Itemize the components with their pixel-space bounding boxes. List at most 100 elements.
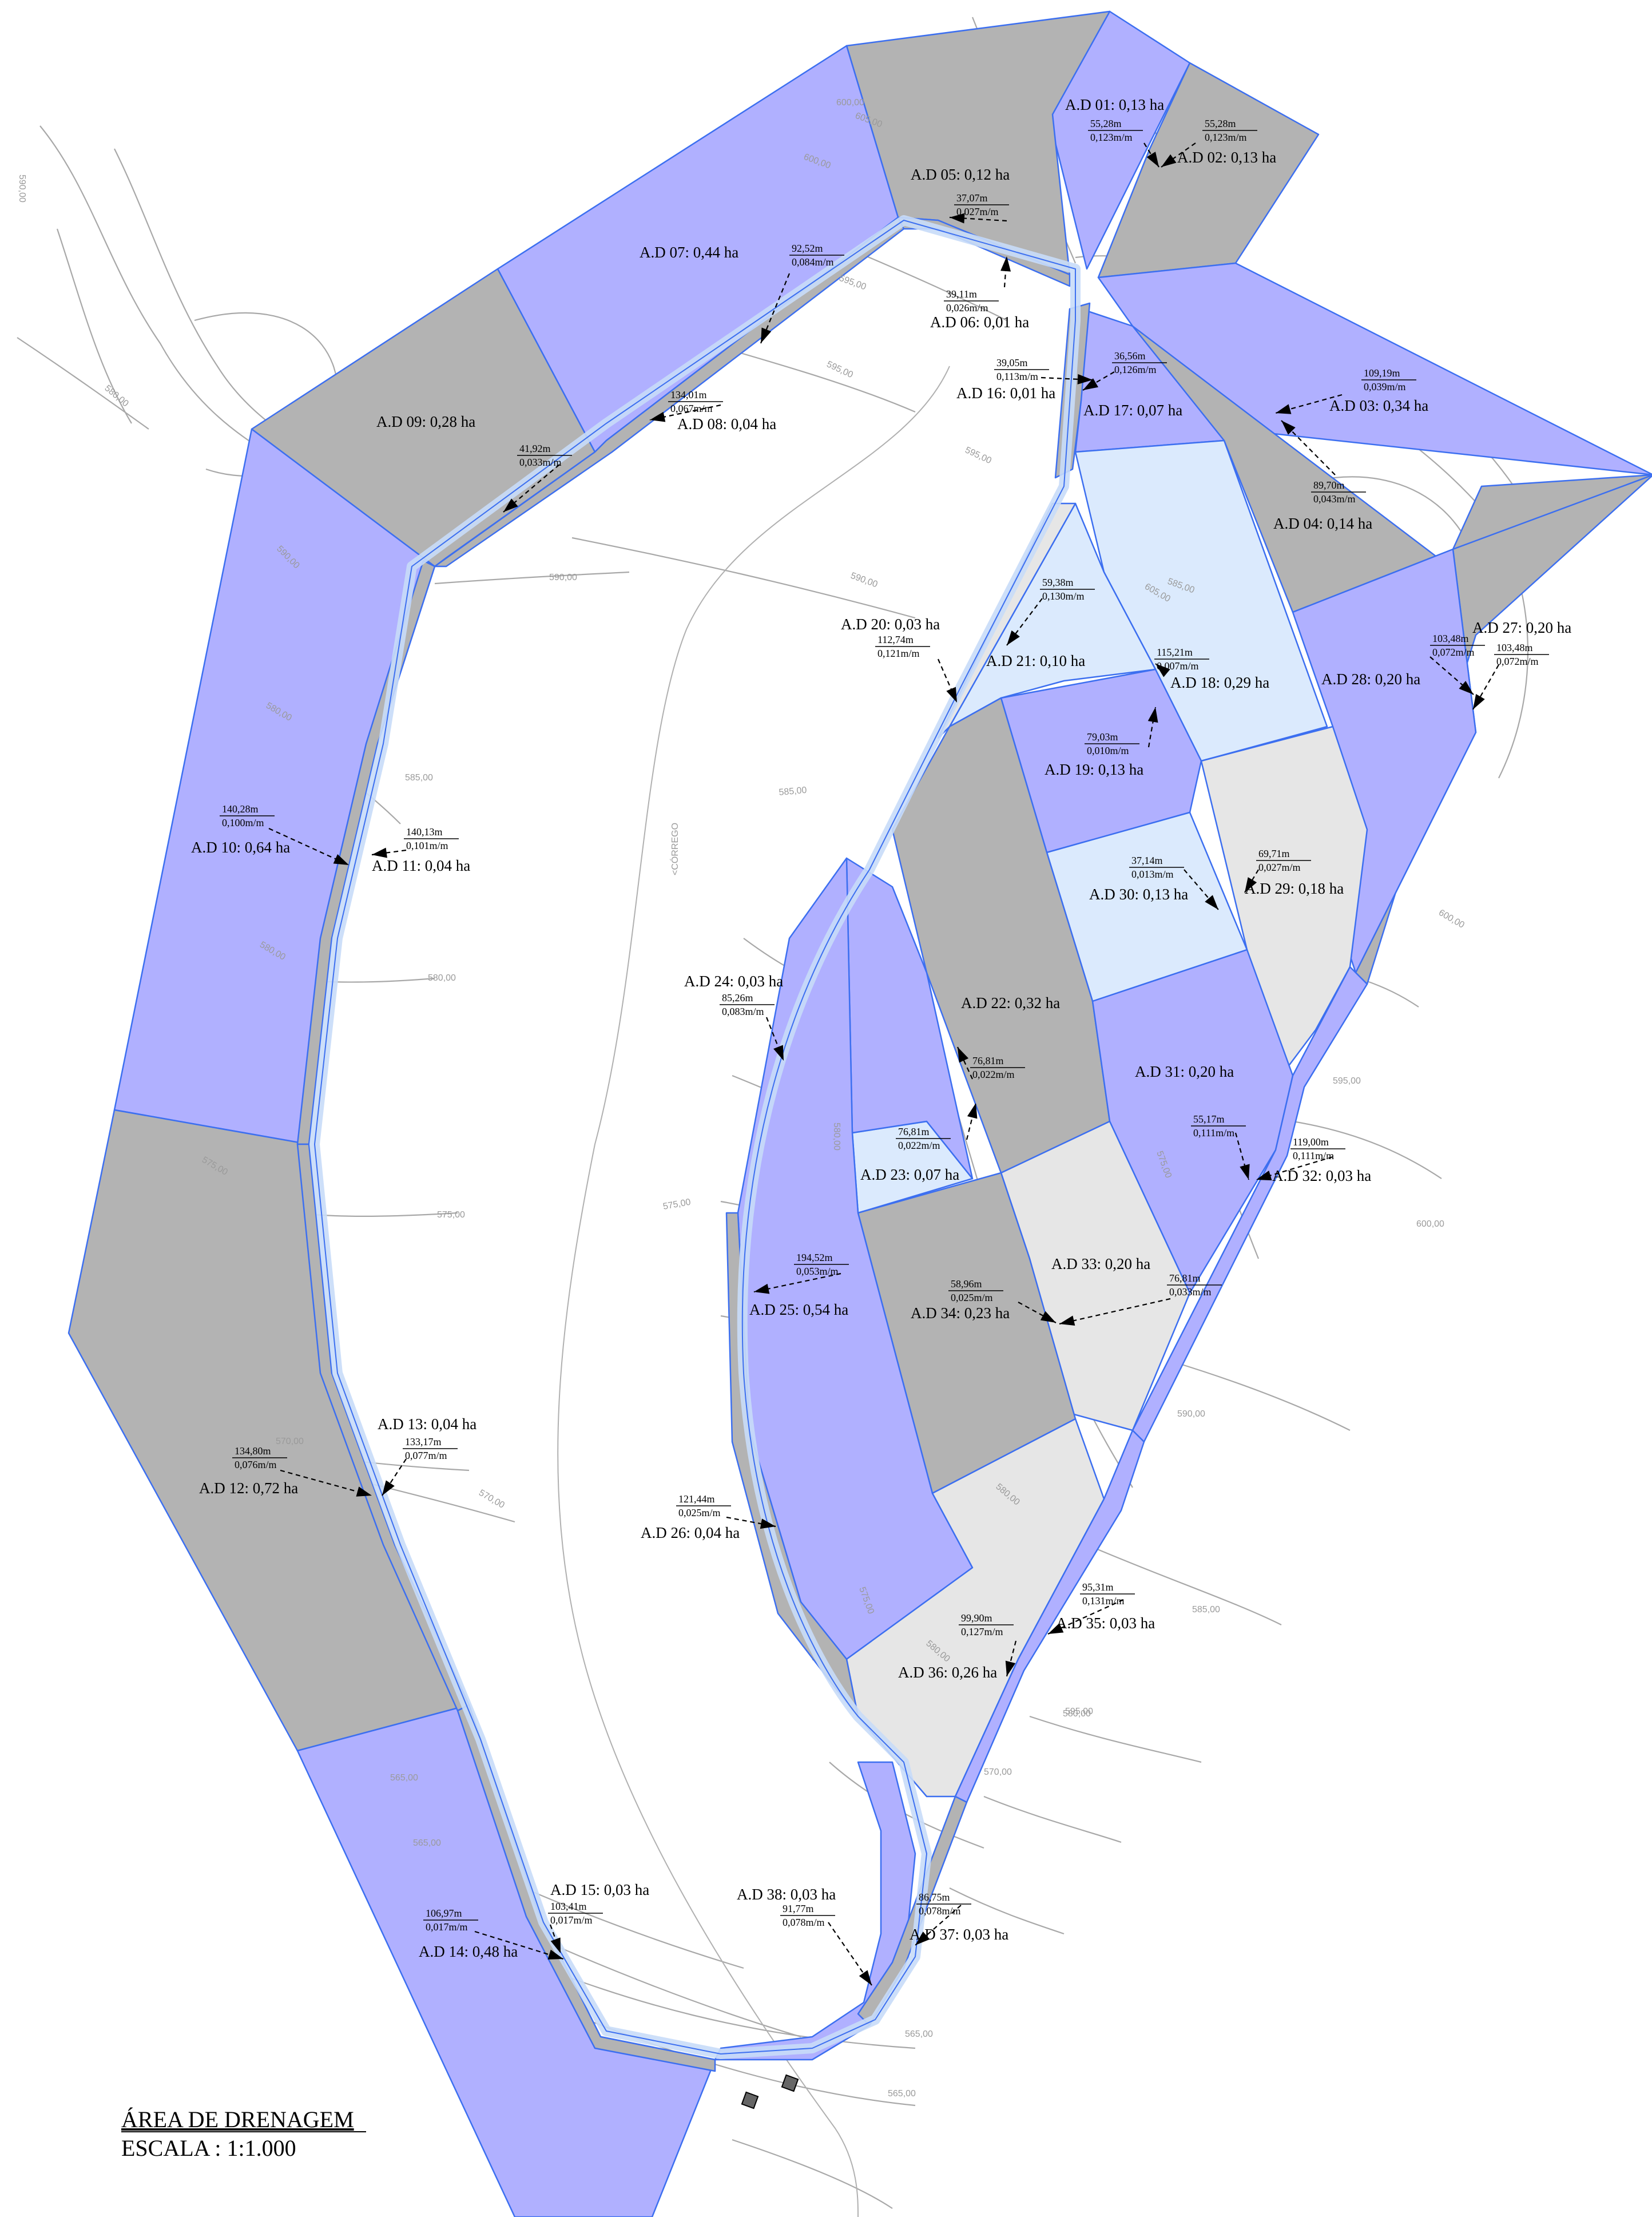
flow-arrow-icon bbox=[1146, 152, 1159, 167]
flow-length-01: 55,28m bbox=[1090, 118, 1122, 129]
road-edge bbox=[313, 219, 1076, 2055]
area-label-14: A.D 14: 0,48 ha bbox=[419, 1943, 518, 1960]
area-label-17: A.D 17: 0,07 ha bbox=[1083, 402, 1182, 419]
flow-length-08: 134,01m bbox=[670, 389, 707, 400]
contour-label: 590,00 bbox=[1177, 1409, 1205, 1419]
area-14[interactable] bbox=[296, 1704, 716, 2217]
area-label-23: A.D 23: 0,07 ha bbox=[860, 1166, 959, 1183]
flow-arrow-icon bbox=[761, 327, 772, 343]
contour-label: 565,00 bbox=[888, 2089, 916, 2099]
contour-label: 570,00 bbox=[477, 1488, 506, 1510]
flow-slope-04: 0,043m/m bbox=[1313, 493, 1356, 505]
flow-arrow-icon bbox=[650, 411, 666, 422]
flow-length-19: 79,03m bbox=[1087, 731, 1118, 743]
flow-direction-line bbox=[760, 273, 791, 344]
flow-slope-10: 0,100m/m bbox=[222, 817, 264, 828]
flow-direction-line bbox=[966, 1102, 977, 1140]
flow-length-21: 59,38m bbox=[1042, 577, 1074, 588]
area-38[interactable] bbox=[714, 1761, 916, 2061]
area-label-01: A.D 01: 0,13 ha bbox=[1065, 96, 1164, 113]
flow-slope-27: 0,072m/m bbox=[1496, 656, 1539, 667]
flow-length-03: 109,19m bbox=[1364, 367, 1400, 379]
flow-length-12: 134,80m bbox=[235, 1445, 271, 1457]
area-label-09: A.D 09: 0,28 ha bbox=[376, 413, 475, 430]
flow-arrow-icon bbox=[1161, 154, 1177, 167]
area-label-38: A.D 38: 0,03 ha bbox=[737, 1886, 836, 1903]
flow-arrow-icon bbox=[859, 1970, 872, 1985]
contour-label: 590,00 bbox=[549, 573, 577, 582]
flow-direction-line bbox=[949, 216, 1007, 222]
area-label-08: A.D 08: 0,04 ha bbox=[677, 415, 776, 433]
flow-slope-37: 0,078m/m bbox=[919, 1905, 961, 1917]
flow-length-05: 37,07m bbox=[956, 192, 988, 204]
flow-arrow-icon bbox=[760, 1518, 776, 1529]
flow-arrow-icon bbox=[333, 854, 349, 865]
flow-arrow-icon bbox=[773, 1045, 784, 1061]
flow-arrow-icon bbox=[1205, 895, 1218, 910]
area-label-21: A.D 21: 0,10 ha bbox=[986, 652, 1085, 669]
area-32[interactable] bbox=[1131, 966, 1368, 1443]
flow-direction-line bbox=[1244, 869, 1259, 893]
area-label-16: A.D 16: 0,01 ha bbox=[956, 384, 1055, 402]
area-10[interactable] bbox=[113, 428, 436, 1145]
flow-slope-35: 0,131m/m bbox=[1082, 1595, 1125, 1607]
area-label-34: A.D 34: 0,23 ha bbox=[911, 1304, 1010, 1322]
flow-length-30: 37,14m bbox=[1131, 855, 1163, 866]
flow-length-22: 76,81m bbox=[972, 1055, 1004, 1066]
flow-length-09: 41,92m bbox=[519, 443, 551, 454]
contour-label: 585,00 bbox=[405, 773, 433, 783]
flow-length-16: 39,05m bbox=[996, 357, 1028, 368]
flow-arrow-icon bbox=[1083, 378, 1098, 390]
area-label-31: A.D 31: 0,20 ha bbox=[1135, 1063, 1234, 1080]
manhole-icon bbox=[781, 2074, 799, 2092]
flow-slope-28: 0,072m/m bbox=[1432, 647, 1475, 658]
flow-direction-line bbox=[957, 1046, 973, 1080]
flow-length-11: 140,13m bbox=[406, 826, 443, 838]
flow-arrow-icon bbox=[382, 1480, 395, 1496]
flow-length-13: 133,17m bbox=[405, 1436, 442, 1447]
flow-length-26: 121,44m bbox=[678, 1493, 715, 1505]
flow-arrow-icon bbox=[1005, 1660, 1016, 1676]
contour-label: 595,00 bbox=[825, 359, 855, 380]
flow-slope-19: 0,010m/m bbox=[1087, 745, 1129, 756]
contour-label: 575,00 bbox=[437, 1210, 465, 1220]
area-label-19: A.D 19: 0,13 ha bbox=[1045, 761, 1143, 778]
flow-arrow-icon bbox=[372, 847, 387, 858]
area-label-18: A.D 18: 0,29 ha bbox=[1170, 674, 1269, 691]
flow-length-23: 76,81m bbox=[898, 1126, 930, 1137]
contour-label: 585,00 bbox=[779, 786, 807, 798]
flow-length-36: 99,90m bbox=[961, 1612, 992, 1624]
flow-arrow-icon bbox=[1256, 1170, 1272, 1181]
flow-slope-26: 0,025m/m bbox=[678, 1507, 721, 1518]
flow-arrow-icon bbox=[754, 1283, 770, 1294]
flow-arrow-icon bbox=[547, 1949, 563, 1960]
flow-length-02: 55,28m bbox=[1205, 118, 1236, 129]
area-label-06: A.D 06: 0,01 ha bbox=[930, 314, 1029, 331]
flow-arrow-icon bbox=[1155, 664, 1170, 677]
flow-arrow-icon bbox=[1281, 421, 1296, 435]
flow-direction-line bbox=[1006, 1640, 1017, 1677]
flow-length-10: 140,28m bbox=[222, 803, 259, 815]
flow-slope-17: 0,126m/m bbox=[1114, 364, 1157, 375]
flow-arrow-icon bbox=[1007, 630, 1020, 645]
map-scale: ESCALA : 1:1.000 bbox=[121, 2135, 296, 2161]
stream-line bbox=[557, 366, 950, 2217]
flow-direction-line bbox=[503, 464, 560, 513]
map-title: ÁREA DE DRENAGEM bbox=[121, 2107, 354, 2132]
flow-length-37: 86,75m bbox=[919, 1891, 950, 1903]
flow-length-35: 95,31m bbox=[1082, 1581, 1114, 1593]
flow-length-18: 115,21m bbox=[1157, 647, 1193, 658]
contour-label: 565,00 bbox=[413, 1838, 441, 1848]
area-label-12: A.D 12: 0,72 ha bbox=[199, 1480, 298, 1497]
area-label-22: A.D 22: 0,32 ha bbox=[961, 994, 1060, 1012]
flow-slope-32: 0,111m/m bbox=[1293, 1150, 1334, 1161]
flow-arrow-icon bbox=[1000, 256, 1011, 272]
flow-arrow-icon bbox=[1240, 1164, 1250, 1180]
contour-label: 590,00 bbox=[849, 571, 879, 590]
flow-length-14: 106,97m bbox=[426, 1907, 462, 1919]
contour-label: 595,00 bbox=[838, 273, 868, 292]
flow-length-06: 39,11m bbox=[946, 288, 977, 300]
area-label-26: A.D 26: 0,04 ha bbox=[641, 1524, 740, 1541]
flow-direction-line bbox=[371, 849, 407, 856]
